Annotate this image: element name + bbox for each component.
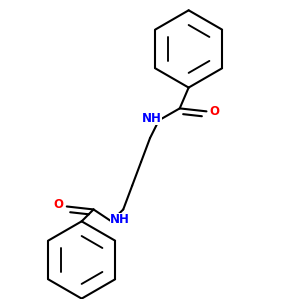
Text: NH: NH (142, 112, 161, 125)
Text: O: O (209, 105, 219, 118)
Text: O: O (54, 199, 64, 212)
Text: NH: NH (110, 213, 130, 226)
